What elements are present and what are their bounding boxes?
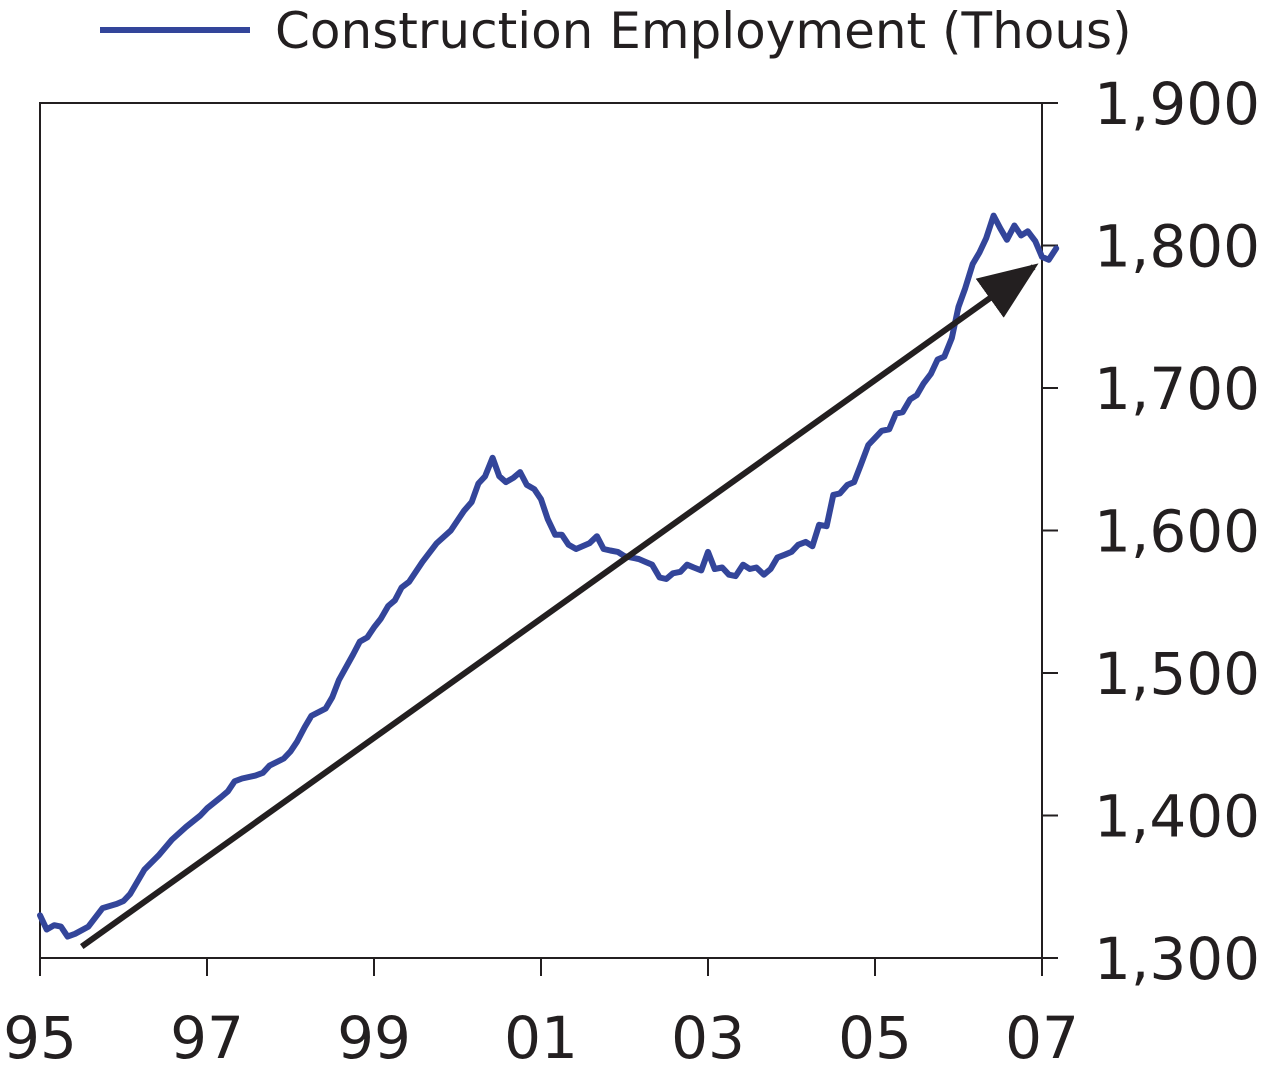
series-line bbox=[37, 212, 1060, 940]
y-tick-label: 1,300 bbox=[1094, 925, 1260, 993]
legend: Construction Employment (Thous) bbox=[100, 2, 1132, 60]
y-tick-label: 1,700 bbox=[1094, 355, 1260, 423]
x-tick-label: 03 bbox=[671, 1004, 745, 1070]
y-tick-label: 1,500 bbox=[1094, 640, 1260, 708]
y-tick-label: 1,400 bbox=[1094, 783, 1260, 851]
x-tick-label: 05 bbox=[838, 1004, 912, 1070]
y-tick-label: 1,800 bbox=[1094, 213, 1260, 281]
x-tick-label: 97 bbox=[170, 1004, 244, 1070]
legend-label: Construction Employment (Thous) bbox=[275, 2, 1132, 60]
x-tick-label: 99 bbox=[337, 1004, 411, 1070]
x-tick-label: 95 bbox=[3, 1004, 77, 1070]
axes bbox=[39, 102, 1043, 959]
trend-arrow bbox=[80, 263, 1039, 950]
annotations-layer bbox=[80, 263, 1039, 950]
x-tick-label: 07 bbox=[1005, 1004, 1079, 1070]
y-axis-ticks: 1,300 1,400 1,500 1,600 1,700 1,800 1,900 bbox=[1042, 70, 1260, 993]
x-tick-label: 01 bbox=[504, 1004, 578, 1070]
y-tick-label: 1,900 bbox=[1094, 70, 1260, 138]
x-axis-ticks: 95 97 99 01 03 05 07 bbox=[3, 958, 1079, 1070]
plot-frame bbox=[39, 102, 1043, 959]
series-layer bbox=[37, 212, 1060, 940]
y-tick-label: 1,600 bbox=[1094, 498, 1260, 566]
